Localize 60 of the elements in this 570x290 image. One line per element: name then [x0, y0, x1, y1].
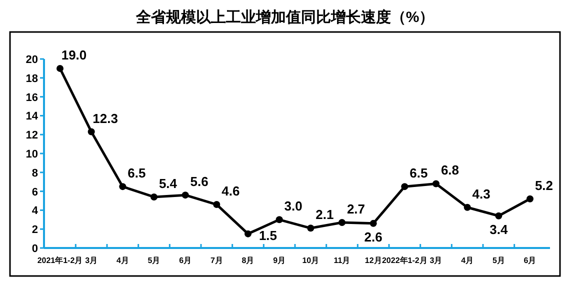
data-label: 6.5 [128, 166, 146, 181]
y-tick-label: 0 [32, 243, 38, 255]
y-tick-label: 16 [26, 92, 38, 104]
point [464, 204, 471, 211]
data-label: 4.3 [472, 186, 490, 202]
data-label: 2.7 [346, 201, 366, 216]
chart-title: 全省规模以上工业增加值同比增长速度（%） [134, 8, 434, 26]
point [56, 64, 64, 72]
x-tick-label: 7月 [210, 256, 223, 265]
point [119, 183, 126, 190]
x-tick-label: 11月 [334, 256, 350, 265]
y-tick-label: 18 [26, 72, 38, 85]
point [307, 224, 314, 232]
x-tick-label: 9月 [273, 256, 286, 265]
x-tick-label: 4月 [461, 256, 474, 265]
data-label: 5.2 [534, 178, 554, 193]
point [88, 128, 95, 136]
data-label: 5.6 [190, 174, 208, 190]
x-tick-label: 2021年1-2月 [37, 256, 83, 265]
y-tick-label: 14 [26, 110, 39, 123]
data-label: 6.8 [440, 162, 460, 178]
x-tick-label: 10月 [302, 256, 320, 265]
x-tick-label: 5月 [492, 256, 505, 265]
point [370, 220, 377, 227]
x-tick-label: 3月 [85, 256, 98, 265]
y-tick-label: 6 [32, 186, 38, 198]
y-tick-label: 20 [26, 54, 38, 66]
y-tick-label: 8 [32, 167, 38, 180]
data-label: 4.6 [222, 184, 240, 199]
point [401, 183, 408, 190]
x-tick-label: 3月 [430, 256, 442, 265]
x-tick-label: 6月 [524, 256, 536, 265]
data-label: 3.0 [284, 198, 302, 214]
x-tick-label: 8月 [242, 256, 254, 265]
point [276, 216, 283, 224]
point [526, 195, 534, 202]
data-label: 19.0 [61, 47, 87, 62]
data-label: 12.3 [92, 110, 118, 126]
x-tick-label: 5月 [148, 256, 160, 265]
y-tick-label: 10 [26, 148, 38, 160]
y-tick-label: 12 [26, 130, 38, 142]
point [495, 212, 502, 220]
data-label: 2.6 [364, 229, 382, 244]
x-tick-label: 2022年1-2月 [382, 256, 428, 265]
point [338, 218, 346, 226]
point [213, 201, 220, 208]
x-tick-label: 4月 [116, 256, 129, 265]
point [244, 230, 252, 238]
data-label: 2.1 [316, 207, 334, 222]
x-tick-label: 12月 [364, 256, 382, 265]
data-label: 1.5 [258, 228, 278, 243]
data-label: 5.4 [158, 176, 178, 191]
y-tick-label: 4 [32, 205, 39, 218]
data-label: 6.5 [410, 166, 428, 181]
point [182, 192, 189, 199]
point [432, 180, 440, 188]
x-tick-label: 6月 [179, 256, 192, 265]
y-tick-label: 2 [32, 224, 38, 236]
point [150, 193, 158, 200]
data-label: 3.4 [490, 222, 508, 237]
